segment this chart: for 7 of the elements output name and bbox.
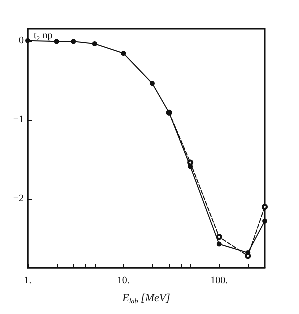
- x-tick-label: 10.: [117, 276, 130, 286]
- x-tick-label: 1.: [24, 276, 32, 286]
- y-tick-label: 0: [19, 35, 24, 46]
- y-tick-label: −1: [13, 114, 24, 126]
- y-axis-title: t₂ np: [34, 30, 53, 42]
- x-tick-label: 100.: [210, 276, 228, 286]
- y-tick-label: −2: [13, 194, 24, 205]
